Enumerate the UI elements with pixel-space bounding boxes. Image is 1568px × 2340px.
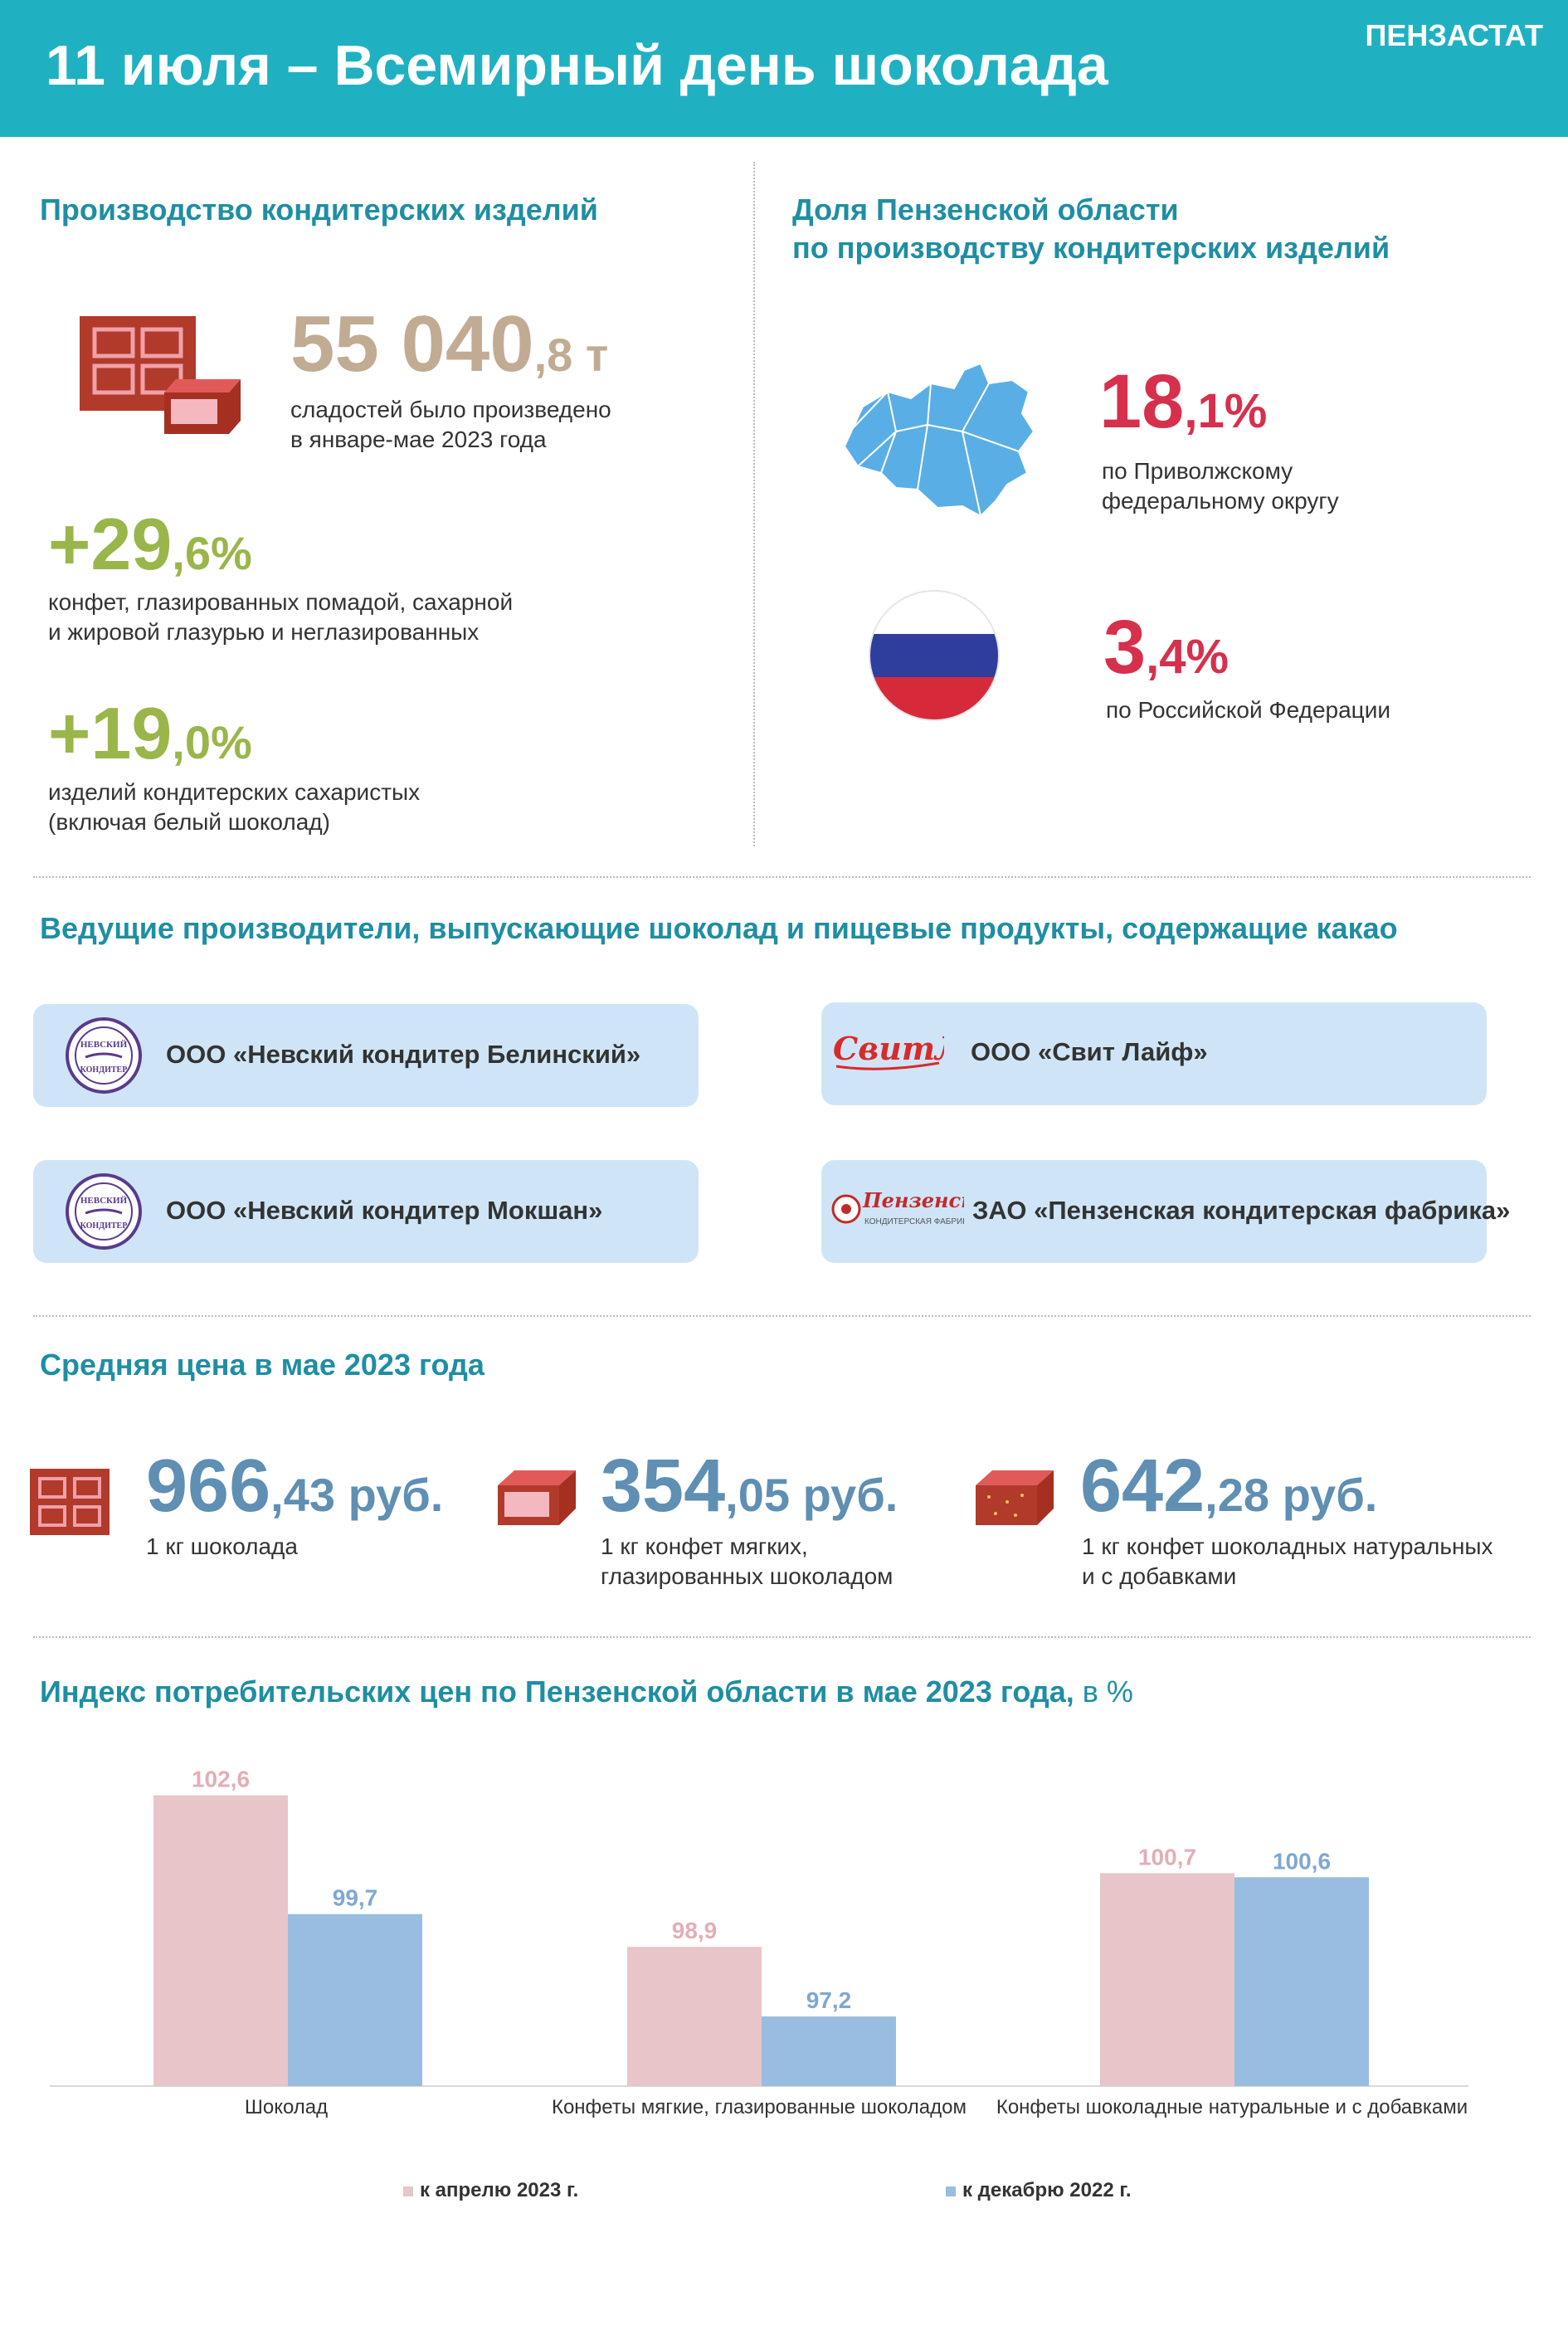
nevsky-logo-icon: НЕВСКИЙ КОНДИТЕР xyxy=(66,1017,142,1094)
rf-share-value: 3,4% xyxy=(1103,605,1230,690)
data-label: 97,2 xyxy=(806,1987,852,2013)
legend-swatch xyxy=(946,2186,956,2196)
producer-card xyxy=(33,1160,699,1263)
candy-growth-value: +29,6% xyxy=(48,503,252,585)
bar-april-1 xyxy=(627,1947,762,2086)
sugar-growth-desc: изделий кондитерских сахаристых (включая … xyxy=(48,779,421,835)
header-bar xyxy=(0,0,1568,137)
divider xyxy=(33,876,1531,878)
divider xyxy=(33,1636,1531,1638)
pfo-share-value: 18,1% xyxy=(1099,359,1268,444)
legend-item: к апрелю 2023 г. xyxy=(403,2179,578,2202)
nevsky-logo-icon: НЕВСКИЙ КОНДИТЕР xyxy=(66,1173,142,1250)
bar-december-2 xyxy=(1234,1877,1369,2086)
bar-april-2 xyxy=(1100,1873,1234,2086)
producers-title: Ведущие производители, выпускающие шокол… xyxy=(40,911,1398,945)
category-label: Конфеты мягкие, глазированные шоколадом xyxy=(552,2096,967,2118)
price-desc: 1 кг конфет шоколадных натуральных и с до… xyxy=(1082,1533,1493,1589)
sugar-growth-value: +19,0% xyxy=(48,692,252,774)
chocolate-bar-icon xyxy=(30,1469,110,1535)
production-title: Производство кондитерских изделий xyxy=(40,193,598,227)
legend-item: к декабрю 2022 г. xyxy=(946,2179,1132,2202)
divider xyxy=(33,1315,1531,1317)
penzenskaya-logo-icon: Пензенская КОНДИТЕРСКАЯ ФАБРИКА xyxy=(831,1188,964,1226)
data-label: 100,6 xyxy=(1273,1848,1331,1874)
category-label: Шоколад xyxy=(245,2096,328,2118)
svg-text:НЕВСКИЙ: НЕВСКИЙ xyxy=(80,1040,128,1050)
producer-name: ООО «Свит Лайф» xyxy=(971,1037,1208,1066)
producer-card xyxy=(33,1004,699,1107)
prices-title: Средняя цена в мае 2023 года xyxy=(40,1348,485,1382)
data-label: 99,7 xyxy=(333,1885,378,1911)
svg-text:НЕВСКИЙ: НЕВСКИЙ xyxy=(80,1196,128,1206)
russia-flag-icon xyxy=(869,590,1000,721)
total-production-value: 55 040,8 т xyxy=(290,300,609,388)
legend-swatch xyxy=(403,2186,413,2196)
org-name: ПЕНЗАСТАТ xyxy=(1365,18,1543,52)
svg-text:Пензенская: Пензенская xyxy=(862,1188,964,1212)
bar-december-0 xyxy=(288,1913,422,2086)
category-label: Конфеты шоколадные натуральные и с добав… xyxy=(996,2096,1468,2118)
cpi-chart: 102,6 98,9 100,7 99,7 97,2 100,6 Шоколад Конфет… xyxy=(50,1767,1468,2118)
vertical-divider xyxy=(753,162,755,846)
data-label: 100,7 xyxy=(1138,1844,1196,1870)
pfo-share-desc: по Приволжскому федеральному округу xyxy=(1102,458,1339,514)
bar-april-0 xyxy=(153,1795,288,2086)
svg-text:КОНДИТЕР: КОНДИТЕР xyxy=(80,1065,128,1075)
svg-text:КОНДИТЕР: КОНДИТЕР xyxy=(80,1221,128,1231)
producer-name: ЗАО «Пензенская кондитерская фабрика» xyxy=(972,1196,1511,1225)
price-desc: 1 кг шоколада xyxy=(146,1533,298,1559)
price-value: 642,28 руб. xyxy=(1080,1445,1378,1528)
total-production-desc: сладостей было произведено в январе-мае 2… xyxy=(290,397,611,452)
chocolate-candy-icon xyxy=(976,1470,1054,1525)
price-value: 354,05 руб. xyxy=(601,1445,898,1528)
candy-growth-desc: конфет, глазированных помадой, сахарной и… xyxy=(48,589,514,645)
rf-share-desc: по Российской Федерации xyxy=(1106,697,1390,723)
price-desc: 1 кг конфет мягких, глазированных шоколад… xyxy=(601,1533,894,1589)
page-title: 11 июля – Всемирный день шоколада xyxy=(46,34,1108,97)
candy-icon xyxy=(498,1470,576,1525)
producer-card xyxy=(821,1002,1487,1105)
producer-name: ООО «Невский кондитер Мокшан» xyxy=(166,1196,603,1225)
producer-card xyxy=(821,1160,1487,1263)
cpi-title: Индекс потребительских цен по Пензенской… xyxy=(40,1675,1133,1709)
chocolate-bar-icon xyxy=(80,316,241,434)
price-value: 966,43 руб. xyxy=(146,1445,444,1528)
producer-name: ООО «Невский кондитер Белинский» xyxy=(166,1040,641,1069)
data-label: 102,6 xyxy=(192,1767,250,1792)
share-title: Доля Пензенской области по производству к… xyxy=(792,193,1390,265)
data-label: 98,9 xyxy=(672,1918,718,1943)
svg-text:КОНДИТЕРСКАЯ ФАБРИКА: КОНДИТЕРСКАЯ ФАБРИКА xyxy=(864,1217,964,1226)
bar-december-1 xyxy=(762,2016,896,2086)
region-map-icon xyxy=(843,362,1035,518)
